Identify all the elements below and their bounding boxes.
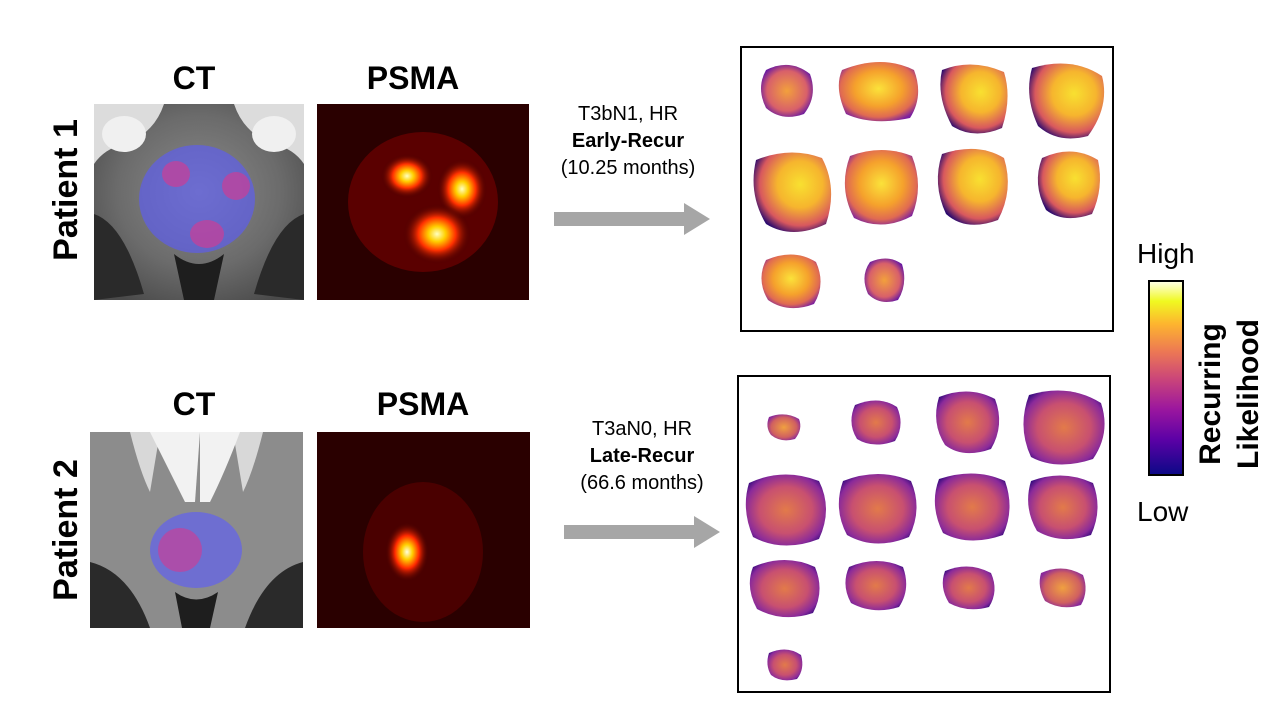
psma-header-2: PSMA bbox=[376, 386, 470, 422]
colorbar bbox=[1148, 280, 1184, 476]
stage-patient-2: T3aN0, HR bbox=[591, 418, 693, 440]
slice-2-1 bbox=[753, 152, 832, 232]
slice-2-2 bbox=[844, 150, 918, 225]
psma-image-patient-1 bbox=[317, 104, 529, 300]
ct-header-2: CT bbox=[172, 386, 216, 422]
slice-1-1 bbox=[767, 414, 801, 441]
slice-2-3 bbox=[937, 148, 1008, 225]
arrow-patient-1 bbox=[554, 203, 710, 235]
slice-1-3 bbox=[940, 64, 1008, 134]
slice-3-4 bbox=[1039, 568, 1086, 608]
legend-low-label: Low bbox=[1137, 496, 1189, 527]
psma-image-patient-2 bbox=[317, 432, 530, 628]
patient-2-label: Patient 2 bbox=[47, 459, 85, 601]
slice-3-1 bbox=[761, 254, 821, 309]
duration-patient-2: (66.6 months) bbox=[580, 472, 704, 494]
slice-1-1 bbox=[761, 64, 813, 117]
slice-1-3 bbox=[936, 391, 1000, 454]
duration-patient-1: (10.25 months) bbox=[560, 157, 696, 179]
slice-3-3 bbox=[942, 566, 995, 610]
legend-title-line-1: Recurring bbox=[1194, 323, 1227, 465]
patient-1-label: Patient 1 bbox=[47, 119, 85, 261]
ct-image-patient-2 bbox=[90, 432, 303, 628]
slice-2-3 bbox=[934, 473, 1010, 541]
slice-1-4 bbox=[1023, 390, 1105, 465]
slice-2-2 bbox=[838, 474, 917, 544]
slice-1-4 bbox=[1029, 63, 1105, 139]
slice-3-2 bbox=[845, 561, 907, 611]
caption-patient-2: T3aN0, HR Late-Recur (66.6 months) bbox=[552, 416, 732, 497]
outcome-patient-1: Early-Recur bbox=[571, 130, 685, 152]
psma-header-1: PSMA bbox=[366, 60, 460, 96]
ct-header-1: CT bbox=[172, 60, 216, 96]
outcome-patient-2: Late-Recur bbox=[589, 445, 695, 467]
legend-high-label: High bbox=[1137, 238, 1195, 269]
slice-4-1 bbox=[767, 649, 803, 681]
slice-2-4 bbox=[1028, 475, 1098, 540]
slice-panel-patient-2 bbox=[737, 375, 1111, 693]
legend-title-line-2: Likelihood bbox=[1232, 319, 1265, 469]
stage-patient-1: T3bN1, HR bbox=[577, 103, 679, 125]
slice-3-2 bbox=[864, 258, 905, 302]
ct-image-patient-1 bbox=[94, 104, 304, 300]
slice-panel-patient-1 bbox=[740, 46, 1114, 332]
caption-patient-1: T3bN1, HR Early-Recur (10.25 months) bbox=[538, 101, 718, 182]
arrow-patient-2 bbox=[564, 516, 720, 548]
slice-2-4 bbox=[1037, 151, 1100, 219]
slice-1-2 bbox=[851, 400, 901, 445]
slice-2-1 bbox=[745, 474, 826, 546]
slice-1-2 bbox=[838, 62, 919, 122]
legend-title: Recurring Likelihood bbox=[1192, 264, 1272, 524]
slice-3-1 bbox=[749, 560, 820, 618]
